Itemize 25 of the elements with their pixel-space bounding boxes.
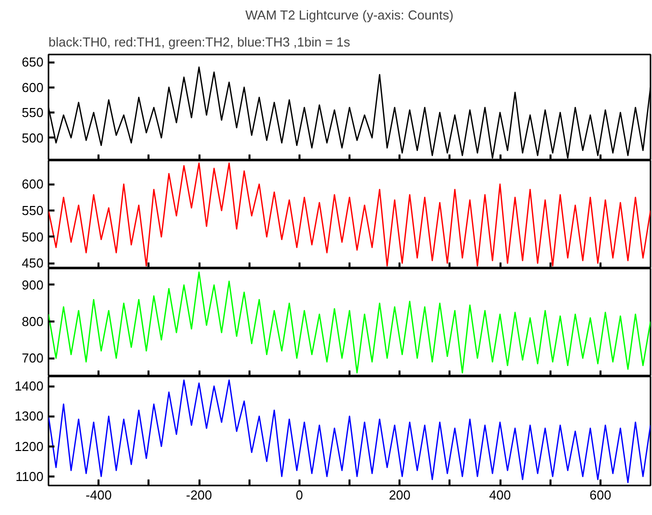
y-tick-label: 500 <box>22 229 44 244</box>
x-tick-label: 600 <box>589 488 612 502</box>
y-tick-label: 450 <box>22 256 44 271</box>
y-tick-label: 900 <box>22 277 44 292</box>
line-series <box>48 272 650 374</box>
x-tick-label: -200 <box>186 488 212 502</box>
y-tick-label: 550 <box>22 203 44 218</box>
x-tick-label: 0 <box>296 488 303 502</box>
y-tick-label: 800 <box>22 314 44 330</box>
chart-title: WAM T2 Lightcurve (y-axis: Counts) <box>245 8 454 22</box>
y-tick-label: 1300 <box>14 408 44 424</box>
chart-subtitle: black:TH0, red:TH1, green:TH2, blue:TH3 ,1bin = 1s <box>48 34 351 50</box>
y-tick-label: 700 <box>22 350 44 366</box>
y-tick-label: 550 <box>22 105 44 120</box>
y-tick-label: 1200 <box>14 438 44 454</box>
y-tick-label: 1100 <box>16 468 44 484</box>
y-tick-label: 650 <box>22 54 44 70</box>
y-tick-label: 1400 <box>14 378 44 394</box>
x-tick-label: 200 <box>388 488 411 502</box>
y-tick-label: 500 <box>22 130 44 146</box>
y-tick-label: 600 <box>22 176 44 192</box>
x-tick-label: -400 <box>86 488 112 502</box>
line-series <box>48 379 650 484</box>
x-tick-label: 400 <box>489 488 511 502</box>
y-tick-label: 600 <box>22 80 44 95</box>
